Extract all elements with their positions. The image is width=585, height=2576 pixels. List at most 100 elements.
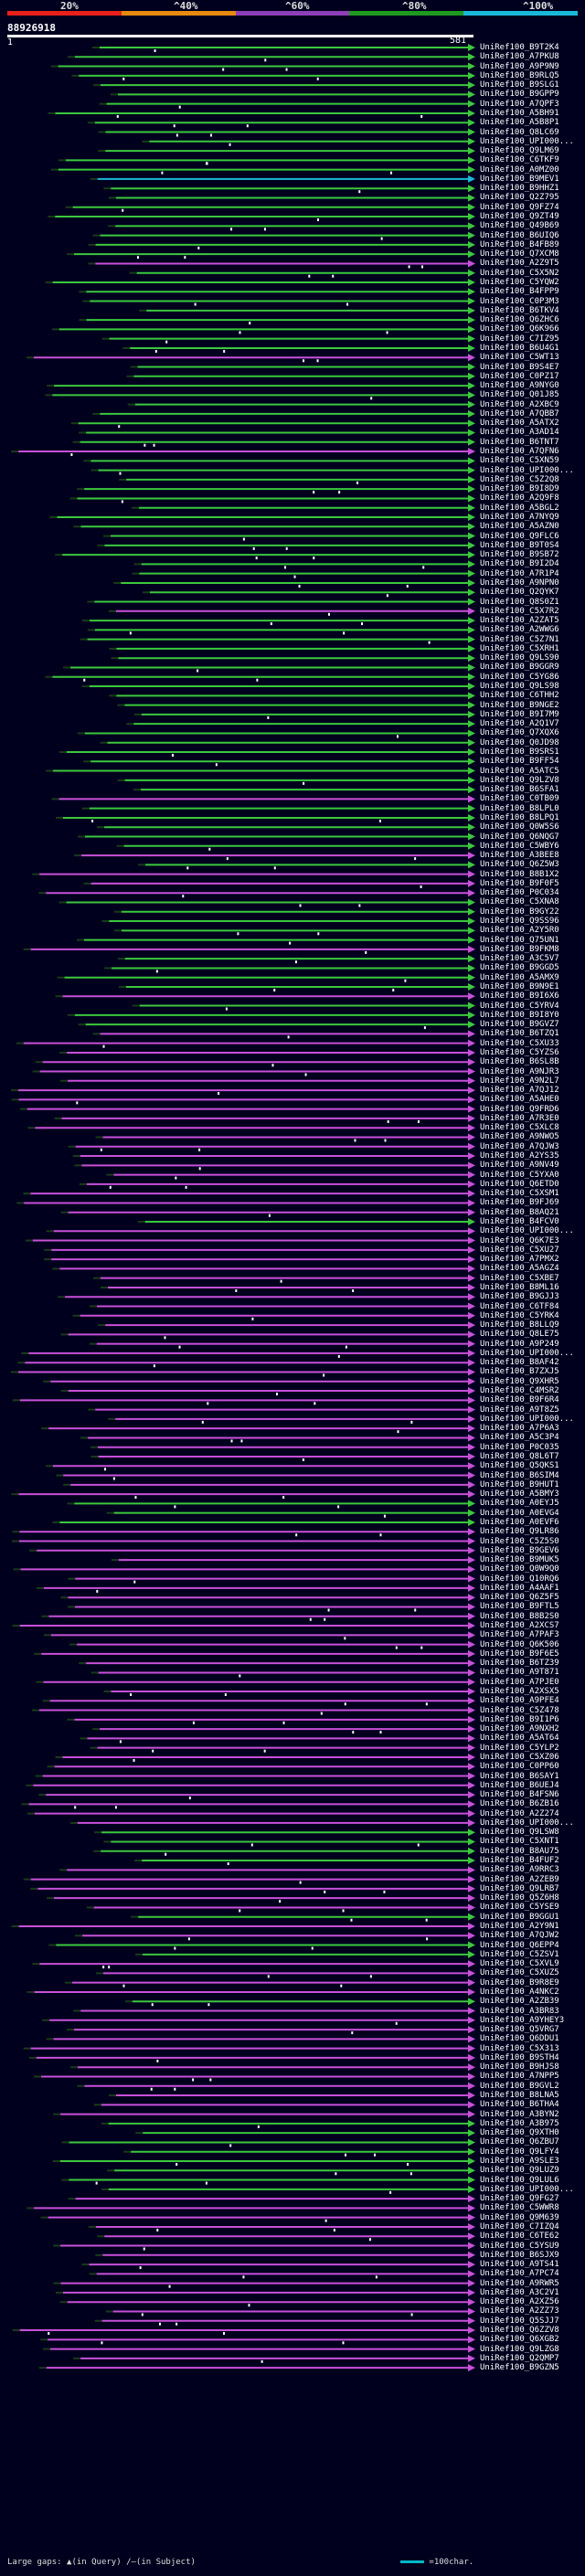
- hit-label[interactable]: UniRef100_A9NYG0: [480, 381, 559, 391]
- hit-label[interactable]: UniRef100_A3AD14: [480, 428, 559, 438]
- hit-label[interactable]: UniRef100_A2ZEB9: [480, 1874, 559, 1884]
- hit-label[interactable]: UniRef100_B7ZXJ5: [480, 1367, 559, 1377]
- hit-label[interactable]: UniRef100_P0C035: [480, 1442, 559, 1452]
- hit-label[interactable]: UniRef100_A7P6A3: [480, 1424, 559, 1434]
- hit-label[interactable]: UniRef100_C5XRH1: [480, 643, 559, 653]
- hit-label[interactable]: UniRef100_UPI000...: [480, 465, 574, 475]
- hit-label[interactable]: UniRef100_C5YRK4: [480, 1310, 559, 1320]
- hit-label[interactable]: UniRef100_Q9LS98: [480, 682, 559, 692]
- hit-label[interactable]: UniRef100_C5YSE9: [480, 1903, 559, 1913]
- hit-label[interactable]: UniRef100_A9NWO5: [480, 1132, 559, 1142]
- hit-label[interactable]: UniRef100_Q5QKS1: [480, 1461, 559, 1471]
- hit-label[interactable]: UniRef100_B6SJX9: [480, 2250, 559, 2260]
- hit-label[interactable]: UniRef100_Q9LRB7: [480, 1883, 559, 1893]
- hit-label[interactable]: UniRef100_B6TKV4: [480, 305, 559, 315]
- hit-label[interactable]: UniRef100_Q75UN1: [480, 935, 559, 945]
- hit-label[interactable]: UniRef100_P0C034: [480, 888, 559, 898]
- hit-label[interactable]: UniRef100_A2XBC9: [480, 399, 559, 409]
- hit-label[interactable]: UniRef100_B9F0F5: [480, 878, 559, 888]
- hit-label[interactable]: UniRef100_A5AZN0: [480, 522, 559, 532]
- hit-label[interactable]: UniRef100_Q8LC69: [480, 127, 559, 137]
- hit-label[interactable]: UniRef100_B9GVL2: [480, 2081, 559, 2091]
- hit-label[interactable]: UniRef100_UPI000...: [480, 1348, 574, 1358]
- hit-label[interactable]: UniRef100_Q9LFY4: [480, 2147, 559, 2157]
- hit-label[interactable]: UniRef100_B9I1P6: [480, 1714, 559, 1724]
- hit-label[interactable]: UniRef100_B9SRS1: [480, 747, 559, 757]
- hit-label[interactable]: UniRef100_A5B8P1: [480, 118, 559, 128]
- hit-label[interactable]: UniRef100_Q01J85: [480, 390, 559, 400]
- hit-label[interactable]: UniRef100_B6SAY1: [480, 1771, 559, 1781]
- hit-label[interactable]: UniRef100_B8ML16: [480, 1282, 559, 1292]
- hit-label[interactable]: UniRef100_B8B2S0: [480, 1611, 559, 1621]
- hit-label[interactable]: UniRef100_Q6Z5F5: [480, 1593, 559, 1603]
- hit-label[interactable]: UniRef100_UPI000...: [480, 1818, 574, 1828]
- hit-label[interactable]: UniRef100_A9PFE4: [480, 1696, 559, 1706]
- hit-label[interactable]: UniRef100_Q0JD98: [480, 737, 559, 747]
- hit-label[interactable]: UniRef100_A7PJE0: [480, 1677, 559, 1687]
- hit-label[interactable]: UniRef100_A7QBB7: [480, 408, 559, 419]
- hit-label[interactable]: UniRef100_C5XSM1: [480, 1189, 559, 1199]
- hit-label[interactable]: UniRef100_A5ATX2: [480, 419, 559, 429]
- hit-label[interactable]: UniRef100_A5AMX9: [480, 972, 559, 982]
- hit-label[interactable]: UniRef100_B9GGD5: [480, 963, 559, 973]
- hit-label[interactable]: UniRef100_A7R3E0: [480, 1113, 559, 1123]
- hit-label[interactable]: UniRef100_A2WWG6: [480, 625, 559, 635]
- hit-label[interactable]: UniRef100_C6THH2: [480, 691, 559, 701]
- hit-label[interactable]: UniRef100_C4MSR2: [480, 1386, 559, 1396]
- hit-label[interactable]: UniRef100_A2Z274: [480, 1808, 559, 1818]
- hit-label[interactable]: UniRef100_B9GGU1: [480, 1912, 559, 1922]
- hit-label[interactable]: UniRef100_B4FCV0: [480, 1217, 559, 1226]
- hit-label[interactable]: UniRef100_C5XNA8: [480, 897, 559, 907]
- hit-label[interactable]: UniRef100_C5XN59: [480, 456, 559, 466]
- hit-label[interactable]: UniRef100_Q9LZV8: [480, 775, 559, 785]
- hit-label[interactable]: UniRef100_C5X7R2: [480, 606, 559, 616]
- hit-label[interactable]: UniRef100_Q9LZG8: [480, 2344, 559, 2354]
- hit-label[interactable]: UniRef100_A7PAF3: [480, 1630, 559, 1640]
- hit-label[interactable]: UniRef100_B6THA4: [480, 2100, 559, 2110]
- hit-label[interactable]: UniRef100_C5YXA0: [480, 1170, 559, 1180]
- hit-label[interactable]: UniRef100_Q9LM69: [480, 146, 559, 156]
- hit-label[interactable]: UniRef100_Q5VRG7: [480, 2025, 559, 2035]
- hit-label[interactable]: UniRef100_C0PZ17: [480, 371, 559, 381]
- hit-label[interactable]: UniRef100_Q6ETD0: [480, 1179, 559, 1189]
- hit-label[interactable]: UniRef100_A2XSX5: [480, 1687, 559, 1696]
- hit-label[interactable]: UniRef100_B9F6E5: [480, 1648, 559, 1659]
- hit-label[interactable]: UniRef100_C5XLC8: [480, 1123, 559, 1133]
- hit-label[interactable]: UniRef100_Q8S0Z1: [480, 597, 559, 607]
- hit-label[interactable]: UniRef100_B4FSN6: [480, 1790, 559, 1800]
- hit-label[interactable]: UniRef100_A2XZ56: [480, 2297, 559, 2307]
- hit-label[interactable]: UniRef100_A2Q9F8: [480, 493, 559, 504]
- hit-label[interactable]: UniRef100_A9N2L7: [480, 1076, 559, 1086]
- hit-label[interactable]: UniRef100_C5XZ06: [480, 1752, 559, 1762]
- hit-label[interactable]: UniRef100_B8B1X2: [480, 869, 559, 879]
- hit-label[interactable]: UniRef100_Q6XGB2: [480, 2335, 559, 2345]
- hit-label[interactable]: UniRef100_B6SFA1: [480, 785, 559, 795]
- hit-label[interactable]: UniRef100_A2ZB39: [480, 1997, 559, 2007]
- hit-label[interactable]: UniRef100_Q2QYK7: [480, 588, 559, 598]
- hit-label[interactable]: UniRef100_B9GGR9: [480, 663, 559, 673]
- hit-label[interactable]: UniRef100_A5C3P4: [480, 1433, 559, 1443]
- hit-label[interactable]: UniRef100_B9I7M9: [480, 709, 559, 719]
- hit-label[interactable]: UniRef100_A7QJW3: [480, 1141, 559, 1151]
- hit-label[interactable]: UniRef100_B9T0S4: [480, 540, 559, 550]
- hit-label[interactable]: UniRef100_Q9FRD6: [480, 1104, 559, 1114]
- hit-label[interactable]: UniRef100_Q0W5S6: [480, 822, 559, 832]
- hit-label[interactable]: UniRef100_Q7XCM8: [480, 249, 559, 260]
- hit-label[interactable]: UniRef100_B9FF54: [480, 757, 559, 767]
- hit-label[interactable]: UniRef100_A2Y9N1: [480, 1922, 559, 1931]
- hit-label[interactable]: UniRef100_Q2QMP7: [480, 2353, 559, 2363]
- hit-label[interactable]: UniRef100_B9I6X6: [480, 991, 559, 1002]
- hit-label[interactable]: UniRef100_Q6DDU1: [480, 2034, 559, 2044]
- hit-label[interactable]: UniRef100_B9GPP9: [480, 90, 559, 100]
- hit-label[interactable]: UniRef100_C5XU33: [480, 1038, 559, 1048]
- hit-label[interactable]: UniRef100_A5BMY3: [480, 1489, 559, 1500]
- hit-label[interactable]: UniRef100_Q7XQX6: [480, 728, 559, 738]
- hit-label[interactable]: UniRef100_B6UIQ6: [480, 230, 559, 240]
- hit-label[interactable]: UniRef100_B8LPL0: [480, 803, 559, 813]
- hit-label[interactable]: UniRef100_A3C5V7: [480, 954, 559, 964]
- hit-label[interactable]: UniRef100_A9P9N9: [480, 61, 559, 71]
- hit-label[interactable]: UniRef100_Q6ZZV8: [480, 2326, 559, 2336]
- hit-label[interactable]: UniRef100_Q6EPP4: [480, 1940, 559, 1950]
- hit-label[interactable]: UniRef100_B9GVZ7: [480, 1020, 559, 1030]
- hit-label[interactable]: UniRef100_A4AAF1: [480, 1583, 559, 1593]
